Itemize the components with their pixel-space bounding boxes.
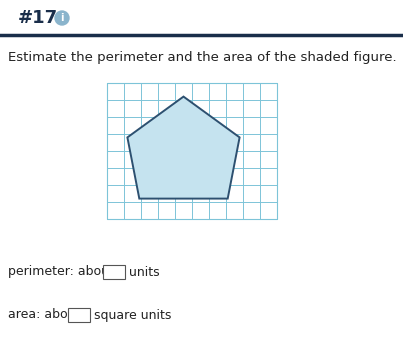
Polygon shape bbox=[127, 96, 240, 199]
Circle shape bbox=[55, 11, 69, 25]
Text: i: i bbox=[60, 13, 64, 23]
Text: #17: #17 bbox=[18, 9, 58, 27]
Text: square units: square units bbox=[94, 308, 171, 321]
Bar bbox=[68, 308, 90, 322]
Text: Estimate the perimeter and the area of the shaded figure.: Estimate the perimeter and the area of t… bbox=[8, 51, 397, 64]
Text: units: units bbox=[129, 265, 160, 278]
Text: perimeter: about: perimeter: about bbox=[8, 265, 114, 278]
Bar bbox=[107, 83, 277, 219]
Text: area: about: area: about bbox=[8, 308, 80, 321]
Bar bbox=[103, 265, 125, 279]
